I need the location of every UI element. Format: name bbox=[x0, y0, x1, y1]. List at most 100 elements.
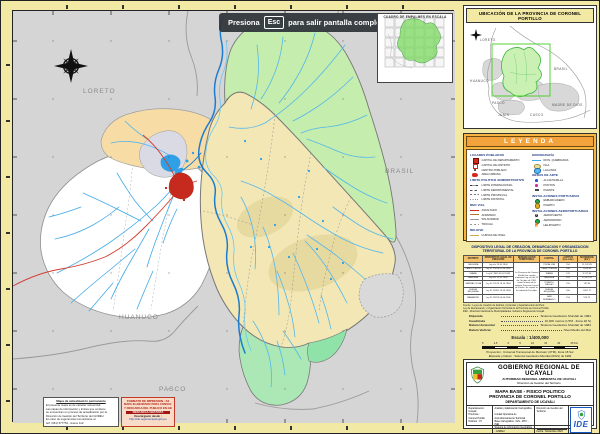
legend-item-label: AERODROMO bbox=[543, 218, 562, 222]
line-prov-icon bbox=[470, 193, 479, 197]
legend-item: CENTRO POBLADO bbox=[470, 168, 528, 172]
lakes-layer bbox=[160, 139, 345, 281]
compass-rose-icon bbox=[54, 49, 88, 83]
download-note: FORMATO DE IMPRESION : A0 MAPA ELABORADO … bbox=[121, 397, 175, 427]
legend-item-label: CENTRO POBLADO bbox=[481, 168, 507, 172]
table-row: IPARIA Ley N° 9815 02.07.1943 IPARIA 170 9,7… bbox=[462, 271, 598, 277]
legal-table-cell: 574.73 bbox=[576, 294, 598, 303]
legend-group-title: HIDROGRAFÍA bbox=[532, 153, 555, 158]
titleblock-meta-line: Unidad Operativa de Acondicionamiento Te… bbox=[494, 413, 526, 420]
titleblock-meta-line: Sistema de Información Geográfica - GORE… bbox=[494, 426, 532, 433]
download-note-line: Descárguelo desde : bbox=[134, 414, 162, 418]
aeropuerto-icon bbox=[532, 213, 541, 218]
scale-tick-label: 5 bbox=[519, 342, 521, 346]
legal-table-header: ALTITUD (m.s.n.m.) bbox=[558, 254, 578, 264]
legend-item-label: PUERTO bbox=[543, 203, 555, 207]
legend-item: PONTON bbox=[532, 183, 590, 187]
map-date: Fecha : Noviembre 2023 bbox=[536, 429, 563, 433]
legend-item-label: PUENTE bbox=[543, 188, 555, 192]
legend-item: AERODROMO bbox=[532, 218, 590, 225]
legend-item: CAPITAL DE DEPARTAMENTO bbox=[470, 158, 528, 165]
office-name: Dirección de Gestión del Territorio bbox=[536, 407, 567, 430]
download-note-line: DESCARGA GRATUITA bbox=[126, 410, 170, 415]
alcantarilla-icon bbox=[532, 178, 541, 182]
projection-note: Proyección : Universal Transversal de Me… bbox=[463, 350, 597, 359]
location-panel-title: UBICACIÓN DE LA PROVINCIA DE CORONEL POR… bbox=[466, 8, 594, 23]
map-canvas[interactable]: LORETO BRASIL HUANUCO PASCO Presiona Esc… bbox=[12, 10, 455, 427]
download-note-line: http://ide.regionucayali.gob.pe bbox=[129, 418, 167, 422]
location-minimap: LORETO HUANUCO PASCO JUNIN CUSCO BRASIL MADRE … bbox=[466, 24, 594, 124]
legend-item-label: CAPITAL DE DEPARTAMENTO bbox=[481, 158, 520, 162]
esc-key: Esc bbox=[263, 16, 285, 29]
legend-item-label: CURVAS DE NIVEL bbox=[481, 233, 506, 237]
khaki-patches bbox=[236, 196, 358, 292]
legal-table-cell: NUEVA REQUENA bbox=[462, 287, 484, 296]
download-note-line: Y DESCARGA DEL PUBLICO EN GENERAL bbox=[124, 406, 172, 410]
left-coordinate-ticks bbox=[6, 10, 10, 422]
legal-note-cell: La Provincia de Coronel Portillo fue cre… bbox=[513, 262, 541, 303]
location-label: HUANUCO bbox=[470, 79, 489, 83]
legal-table-cell: YARINACOCHA bbox=[462, 280, 484, 289]
legal-title: DISPOSITIVO LEGAL DE CREACION, DEMARCACI… bbox=[471, 245, 589, 254]
legend-item-label: LIMITE INTERNACIONAL bbox=[481, 183, 513, 187]
urban-area bbox=[165, 172, 194, 201]
square-dept-icon bbox=[470, 158, 479, 165]
titleblock-meta-line: Ucayali bbox=[468, 410, 477, 414]
legal-table-cell: 197.84 bbox=[576, 280, 598, 289]
square-dist-icon bbox=[470, 163, 479, 169]
legend-group-title: LIMITE POLITICO ADMINISTRATIVO bbox=[470, 178, 525, 183]
legend-group-title: INSTALACIONES PORTUARIAS bbox=[532, 193, 580, 198]
org-sub1: AUTORIDAD REGIONAL AMBIENTAL DE UCAYALI bbox=[502, 376, 576, 381]
legend-item-label: RIOS, QUEBRADAS bbox=[543, 158, 569, 162]
legend-right-column: HIDROGRAFÍA RIOS, QUEBRADAS ISLA LAGUNAS OBR… bbox=[532, 152, 590, 239]
update-note-line: El presente mapa es de carácter referenc… bbox=[46, 404, 102, 408]
legend-item: AEROPUERTO bbox=[532, 213, 590, 218]
embarcadero-icon bbox=[532, 198, 541, 205]
location-label: JUNIN bbox=[498, 113, 510, 117]
legend-item: RIOS, QUEBRADAS bbox=[532, 158, 590, 162]
legal-table-cell: NUEVA REQUENA bbox=[539, 287, 560, 296]
location-label: BRASIL bbox=[554, 67, 568, 71]
legend-item-label: ALCANTARILLA bbox=[543, 178, 564, 182]
contour-icon bbox=[470, 233, 479, 237]
fullscreen-toast: Presiona Esc para salir pantalla complet… bbox=[219, 13, 396, 32]
legend-item-label: AREA URBANA bbox=[481, 173, 501, 177]
legend-item-label: ASFALTADO bbox=[481, 208, 497, 212]
geodesy-line: Cuadrícula 10,000 metros (UTM - Zona 18 S… bbox=[469, 318, 591, 323]
label-huanuco: HUANUCO bbox=[119, 314, 159, 321]
sidebar: UBICACIÓN DE LA PROVINCIA DE CORONEL POR… bbox=[459, 1, 599, 433]
district-boundaries bbox=[202, 114, 352, 348]
map-title-line2: PROVINCIA DE CORONEL PORTILLO bbox=[489, 394, 571, 399]
legal-table-cell: 155 bbox=[558, 280, 578, 289]
line-int-icon bbox=[470, 183, 479, 187]
table-row: CALLERIA Ley s/n 13.10.1900 La Provincia d… bbox=[462, 262, 598, 303]
ide-logo: IDE bbox=[570, 407, 592, 433]
legal-table-cell: SAN FERNANDO bbox=[539, 294, 560, 303]
legend-panel: LEYENDA LUGARES POBLADOS CAPITAL DE DEPAR… bbox=[463, 133, 597, 242]
legal-table-header: DEMARCACION TERRITORIAL bbox=[513, 254, 541, 264]
legal-sources: Fuente : Leyes de creación de distritos,… bbox=[463, 304, 597, 313]
update-note-line: se encuentran en proceso de actualizació… bbox=[46, 411, 107, 415]
ide-crest-icon bbox=[577, 409, 585, 420]
legend-item-label: CAPITAL DE DISTRITO bbox=[481, 163, 511, 167]
puente-icon bbox=[532, 188, 541, 192]
laguna-icon bbox=[532, 168, 541, 174]
titleblock-office-cell: Dirección de Gestión del Territorio Fech… bbox=[535, 406, 569, 433]
scale-tick-label: 2.5 bbox=[493, 342, 498, 346]
scale-bar: 5 2.5 0 5 10 15 20 25 Km bbox=[482, 342, 578, 349]
line-dist-icon bbox=[470, 198, 479, 202]
update-note: Mapa de actualización permanente El pres… bbox=[43, 397, 119, 427]
legal-source-line: Ley de Demarcación y Organización Territ… bbox=[463, 307, 550, 311]
legend-item-label: EMBARCADERO bbox=[543, 198, 565, 202]
legal-table-cell: MANANTAY bbox=[462, 294, 484, 303]
tile-index-map bbox=[384, 17, 445, 69]
reserve-area bbox=[358, 273, 404, 318]
legend-item-label: AFIRMADO bbox=[481, 213, 496, 217]
legend-item: AFIRMADO bbox=[470, 213, 528, 217]
legal-table-header: DISTRITO bbox=[462, 254, 484, 264]
legend-item: PUERTO bbox=[532, 203, 590, 210]
scale-label: Escala : 1/400,000 bbox=[511, 335, 549, 341]
legend-item-label: LIMITE PROVINCIAL bbox=[481, 193, 508, 197]
titleblock-meta-line: Análisis y Elaboración Cartográfica : bbox=[494, 407, 532, 414]
